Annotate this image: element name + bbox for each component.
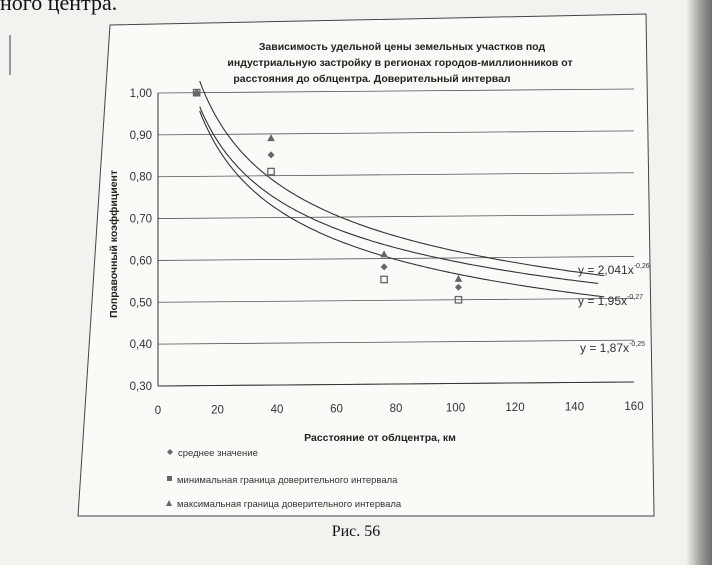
gridline-y [157,130,635,136]
x-axis-label: Расстояние от облцентра, км [304,432,456,444]
legend: среднее значение минимальная граница дов… [166,448,402,510]
gridline-y [157,88,635,94]
x-tick-label: 120 [505,402,524,414]
legend-label-min: минимальная граница доверительного интер… [177,475,398,486]
x-tick-label: 140 [565,402,584,414]
legend-label-max: максимальная граница доверительного инте… [177,499,402,510]
chart-frame [77,13,655,517]
trendline-1 [199,80,605,277]
point-min [380,275,388,284]
data-points [192,88,463,304]
x-axis-line [157,381,635,387]
y-tick-label: 1,00 [130,88,152,100]
point-min [267,167,275,176]
x-tick-label: 40 [271,404,284,416]
y-tick-label: 0,90 [130,130,152,142]
x-tick-label: 100 [446,403,465,415]
y-tick-label: 0,40 [130,339,152,351]
trendlines [199,80,605,298]
gridline-y [157,172,635,178]
gridline-y [157,297,635,303]
chart-title-line-2: индустриальную застройку в регионах горо… [227,57,572,69]
legend-label-mean: среднее значение [178,448,258,459]
point-min [454,295,463,304]
x-tick-label: 80 [390,403,403,415]
preceding-text-fragment: ного центра. [0,0,118,15]
y-tick-label: 0,30 [130,381,152,393]
x-tick-label: 0 [155,405,161,417]
legend-marker-square [167,476,172,481]
point-mean [267,151,275,159]
y-tick-label: 0,80 [130,172,152,184]
chart-title-line-1: Зависимость удельной цены земельных учас… [259,41,546,53]
y-tick-label: 0,70 [130,214,152,226]
point-mean [380,263,388,271]
figure-caption: Рис. 56 [331,523,381,540]
equation-label-3: y = 1,87x-0,25 [580,341,645,355]
page-margin-mark [9,35,11,75]
equation-label-1: y = 2,041x-0,26 [578,263,650,277]
point-max [192,88,201,96]
trendline-3 [199,106,599,285]
x-tick-label: 60 [330,404,343,416]
legend-marker-triangle [166,500,172,506]
axes: 0,30 0,40 0,50 0,60 0,70 0,80 0,90 1,00 0 20 40 60 8… [130,88,644,417]
x-tick-label: 20 [211,405,224,417]
chart-title-line-3: расстояния до облцентра. Доверительный и… [233,73,510,85]
y-tick-label: 0,50 [130,297,152,309]
gridline-y [157,214,635,219]
legend-item-mean: среднее значение [167,448,258,459]
x-tick-label: 160 [624,401,643,413]
chart: Зависимость удельной цены земельных учас… [77,13,655,517]
trendline-2 [199,110,605,298]
point-mean [454,283,462,291]
y-tick-label: 0,60 [130,255,152,267]
point-max [454,274,463,282]
point-max [267,134,275,142]
point-max [380,250,388,258]
page-binding-shadow [686,0,712,565]
equation-label-2: y = 1,95x-0,27 [578,294,643,308]
legend-marker-diamond [167,449,173,455]
y-axis-label: Поправочный коэффициент [108,170,120,318]
gridline-y [157,339,635,345]
legend-item-min: минимальная граница доверительного интер… [167,475,398,486]
gridline-y [157,256,635,261]
legend-item-max: максимальная граница доверительного инте… [166,499,402,510]
